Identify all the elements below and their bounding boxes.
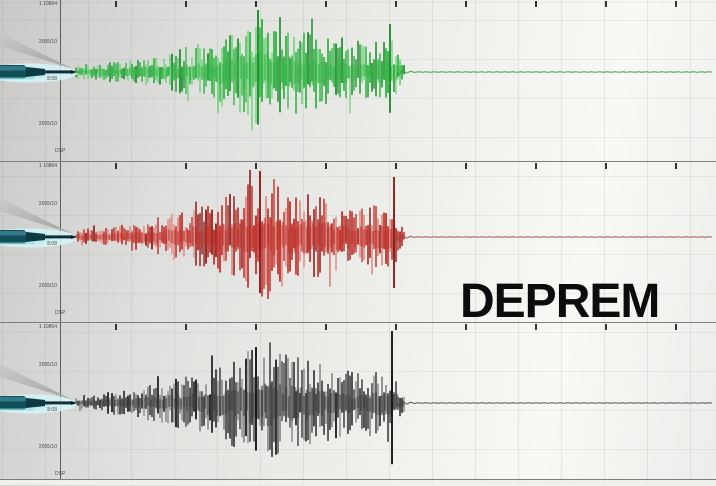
- time-tick: [535, 324, 537, 330]
- waveform-trace-green: [73, 10, 713, 131]
- seismo-panel-middle: 1 10864 2005/10 8:08 2005/10 DSP: [0, 162, 716, 323]
- pen-time-label: 8:08: [47, 241, 57, 247]
- panel-header-label: 1 10864: [38, 1, 57, 7]
- tick-row: [0, 323, 716, 479]
- waveform-trace-black: [73, 331, 713, 465]
- time-tick: [115, 324, 117, 330]
- panel-dsp-label: DSP: [55, 471, 66, 477]
- time-tick: [675, 1, 677, 7]
- panel-dsp-label: DSP: [55, 148, 66, 154]
- panel-date-label: 2005/10: [38, 39, 57, 45]
- panel-date-label: 2005/10: [38, 362, 57, 368]
- time-tick: [115, 163, 117, 169]
- bottom-margin-strip: [0, 480, 716, 485]
- panel-date2-label: 2005/10: [38, 283, 57, 289]
- time-tick: [535, 1, 537, 7]
- time-tick: [675, 324, 677, 330]
- time-tick: [185, 324, 187, 330]
- time-tick: [185, 1, 187, 7]
- time-tick: [465, 163, 467, 169]
- seismograph-pen: [0, 364, 78, 414]
- pen-time-label: 8:08: [47, 76, 57, 82]
- time-tick: [395, 163, 397, 169]
- time-tick: [255, 163, 257, 169]
- time-tick: [115, 1, 117, 7]
- seismograph-pen: [0, 33, 78, 83]
- time-tick: [605, 163, 607, 169]
- tick-row: [0, 0, 716, 161]
- panel-date2-label: 2005/10: [38, 121, 57, 127]
- deprem-watermark: DEPREM: [460, 275, 660, 328]
- time-tick: [395, 1, 397, 7]
- time-tick: [395, 324, 397, 330]
- panel-header-label: 1 10864: [38, 324, 57, 330]
- seismograph-pen: [0, 198, 78, 248]
- panel-date2-label: 2005/10: [38, 444, 57, 450]
- time-tick: [325, 324, 327, 330]
- time-tick: [185, 163, 187, 169]
- time-tick: [255, 1, 257, 7]
- time-tick: [605, 1, 607, 7]
- tick-row: [0, 162, 716, 322]
- time-tick: [605, 324, 607, 330]
- waveform-trace-red: [73, 169, 713, 299]
- time-tick: [255, 324, 257, 330]
- time-tick: [325, 163, 327, 169]
- time-tick: [465, 1, 467, 7]
- panel-dsp-label: DSP: [55, 310, 66, 316]
- seismo-panel-bottom: 1 10864 2005/10 8:08 2005/10 DSP: [0, 323, 716, 480]
- time-tick: [465, 324, 467, 330]
- pen-time-label: 8:08: [47, 407, 57, 413]
- time-tick: [675, 163, 677, 169]
- vertical-axis-line: [60, 0, 61, 161]
- time-tick: [535, 163, 537, 169]
- panel-date-label: 2005/10: [38, 201, 57, 207]
- time-tick: [325, 1, 327, 7]
- seismo-panel-top: 1 10864 2005/10 8:08 2005/10 DSP: [0, 0, 716, 162]
- panel-header-label: 1 10864: [38, 163, 57, 169]
